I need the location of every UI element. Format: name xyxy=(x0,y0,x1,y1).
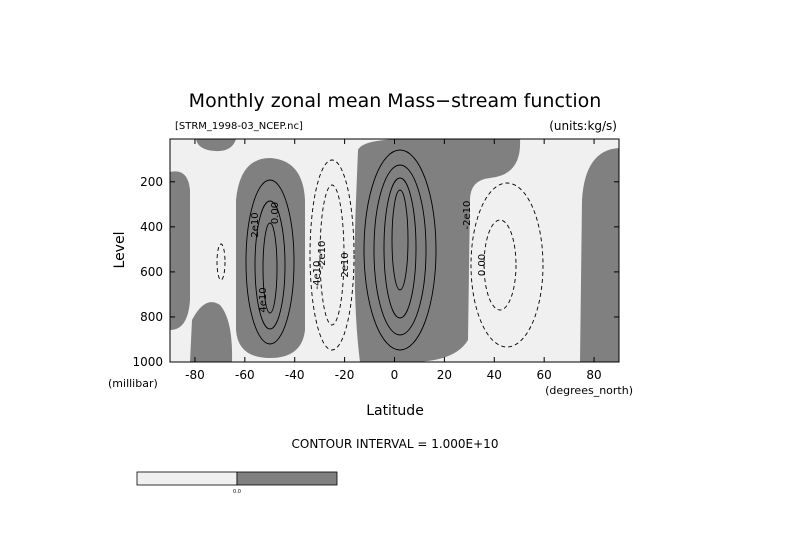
x-axis-units: (degrees_north) xyxy=(545,384,633,397)
x-tick-label: -40 xyxy=(285,368,305,382)
y-axis-label: Level xyxy=(112,232,128,269)
contour-lines xyxy=(216,149,544,351)
units: (units:kg/s) xyxy=(549,119,617,133)
x-tick-label: 20 xyxy=(437,368,452,382)
positive-region xyxy=(580,148,619,362)
contour-label: -2e10 xyxy=(462,201,473,230)
contour-label: 2e10 xyxy=(250,212,261,237)
y-tick-label: 1000 xyxy=(132,355,163,369)
contour-line xyxy=(363,149,437,351)
contour-line xyxy=(262,222,278,314)
contour-line xyxy=(254,200,286,330)
y-axis-units: (millibar) xyxy=(108,377,158,390)
contour-line xyxy=(373,164,427,336)
y-tick-label: 400 xyxy=(140,220,163,234)
contour-line xyxy=(483,219,517,311)
positive-region xyxy=(354,139,521,362)
x-tick-label: 0 xyxy=(391,368,399,382)
y-tick-label: 200 xyxy=(140,175,163,189)
x-tick-label: -20 xyxy=(335,368,355,382)
contour-line xyxy=(216,243,226,281)
x-tick-label: -80 xyxy=(185,368,205,382)
y-tick-label: 800 xyxy=(140,310,163,324)
x-tick-label: 40 xyxy=(487,368,502,382)
contour-label: -4e10 xyxy=(312,261,323,290)
colorbar-positive xyxy=(236,471,338,486)
x-tick-label: 60 xyxy=(537,368,552,382)
contour-line xyxy=(391,189,409,291)
contour-label: 2e10 xyxy=(340,252,351,277)
contour-line xyxy=(245,179,295,345)
x-tick-label: 80 xyxy=(586,368,601,382)
contour-label: 0.00 xyxy=(270,202,281,224)
x-axis-label: Latitude xyxy=(366,403,424,419)
colorbar-negative xyxy=(136,471,238,486)
contour-label: 4e10 xyxy=(258,287,269,312)
contour-line xyxy=(383,177,417,319)
chart-title: Monthly zonal mean Mass−stream function xyxy=(189,90,602,112)
subtitle: [STRM_1998-03_NCEP.nc] xyxy=(175,121,303,132)
positive-region xyxy=(190,302,233,362)
contour-line xyxy=(470,182,544,348)
contour-line xyxy=(319,184,345,326)
contour-label: 0.00 xyxy=(477,254,488,276)
positive-region xyxy=(170,171,190,330)
x-tick-label: -60 xyxy=(235,368,255,382)
y-tick-label: 600 xyxy=(140,265,163,279)
contour-label: -2e10 xyxy=(317,241,328,270)
colorbar-label: 0.0 xyxy=(233,489,241,495)
contour-interval: CONTOUR INTERVAL = 1.000E+10 xyxy=(292,437,499,451)
positive-region xyxy=(196,139,236,152)
contour-line xyxy=(309,159,355,351)
